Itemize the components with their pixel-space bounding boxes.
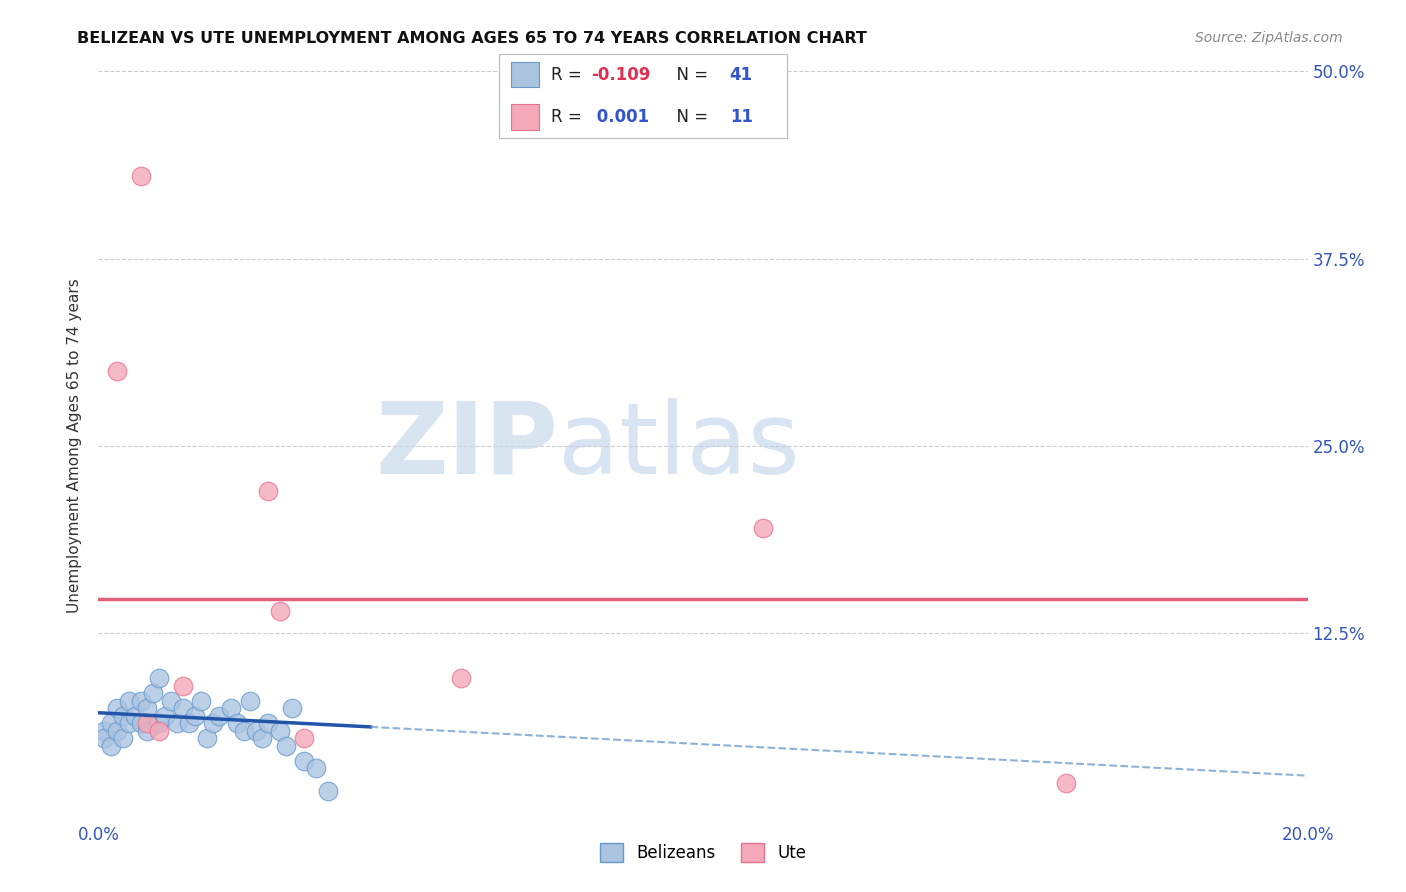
Point <box>100 716 122 731</box>
Point <box>135 716 157 731</box>
Text: 11: 11 <box>730 108 752 126</box>
Point <box>135 723 157 738</box>
Point <box>93 723 115 738</box>
Point <box>292 754 315 768</box>
Point <box>135 701 157 715</box>
Point <box>250 731 273 746</box>
Point <box>239 694 262 708</box>
Text: N =: N = <box>666 66 714 84</box>
Legend: Belizeans, Ute: Belizeans, Ute <box>593 836 813 869</box>
Text: ZIP: ZIP <box>375 398 558 494</box>
Point <box>93 731 115 746</box>
Point <box>105 723 128 738</box>
Point <box>148 723 170 738</box>
Point <box>305 761 328 775</box>
Text: R =: R = <box>551 66 588 84</box>
Point <box>129 694 152 708</box>
Text: N =: N = <box>666 108 714 126</box>
Point <box>105 701 128 715</box>
Point <box>226 716 249 731</box>
Point <box>1054 776 1077 790</box>
Point <box>160 694 183 708</box>
Point <box>232 723 254 738</box>
Point <box>184 708 207 723</box>
Point <box>148 671 170 685</box>
Point <box>269 604 291 618</box>
Point <box>105 364 128 378</box>
Text: BELIZEAN VS UTE UNEMPLOYMENT AMONG AGES 65 TO 74 YEARS CORRELATION CHART: BELIZEAN VS UTE UNEMPLOYMENT AMONG AGES … <box>77 31 868 46</box>
Text: atlas: atlas <box>558 398 800 494</box>
Point <box>166 716 188 731</box>
Point <box>202 716 225 731</box>
Point <box>281 701 304 715</box>
Bar <box>510 104 540 130</box>
Point <box>269 723 291 738</box>
Text: 41: 41 <box>730 66 752 84</box>
Point <box>256 483 278 498</box>
Bar <box>510 62 540 87</box>
Point <box>274 739 297 753</box>
Point <box>221 701 243 715</box>
Point <box>316 783 339 797</box>
Point <box>129 716 152 731</box>
Text: 0.001: 0.001 <box>592 108 650 126</box>
Point <box>148 716 170 731</box>
Text: -0.109: -0.109 <box>592 66 651 84</box>
Point <box>111 731 134 746</box>
Point <box>142 686 165 700</box>
Text: Source: ZipAtlas.com: Source: ZipAtlas.com <box>1195 31 1343 45</box>
Point <box>111 708 134 723</box>
Point <box>245 723 267 738</box>
Point <box>100 739 122 753</box>
Point <box>292 731 315 746</box>
Point <box>752 521 775 535</box>
Point <box>118 694 141 708</box>
Point <box>118 716 141 731</box>
Point <box>129 169 152 184</box>
Point <box>172 679 194 693</box>
Point <box>190 694 212 708</box>
Point <box>153 708 176 723</box>
Point <box>172 701 194 715</box>
Point <box>124 708 146 723</box>
Y-axis label: Unemployment Among Ages 65 to 74 years: Unemployment Among Ages 65 to 74 years <box>66 278 82 614</box>
Point <box>450 671 472 685</box>
Point <box>195 731 218 746</box>
Text: R =: R = <box>551 108 588 126</box>
Point <box>179 716 201 731</box>
Point <box>256 716 278 731</box>
Point <box>208 708 231 723</box>
